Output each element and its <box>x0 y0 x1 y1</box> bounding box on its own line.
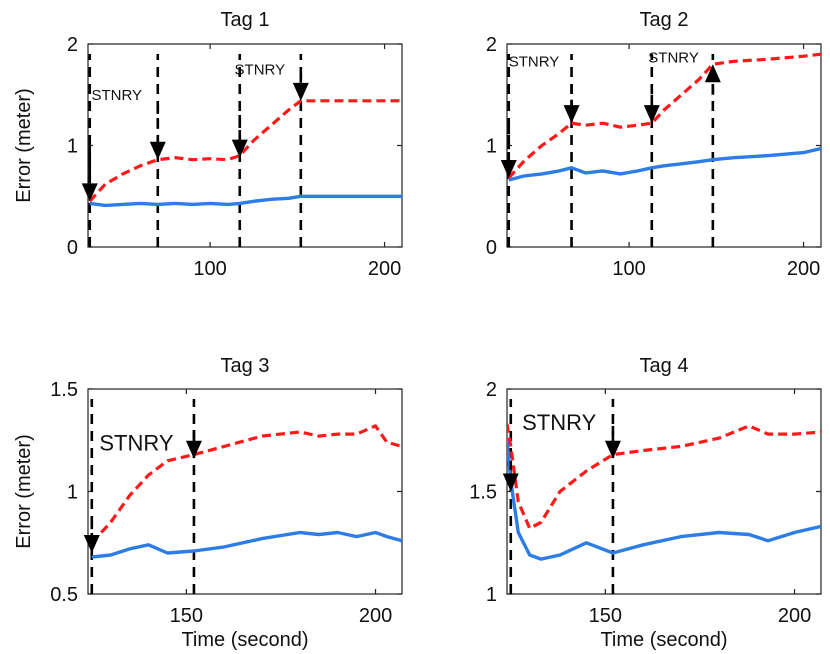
series-dashed-red <box>507 52 821 180</box>
y-tick-label: 1 <box>67 482 78 504</box>
arrow-head <box>185 440 202 459</box>
subplot-tag-4: 150 200 1 1.5 2 Tag 4 Time (second) STNRY <box>469 355 822 651</box>
x-axis-label: Time (second) <box>600 629 727 651</box>
stnry-annotation: STNRY <box>509 53 560 70</box>
y-tick-label: 1 <box>486 584 497 606</box>
arrow-head <box>643 105 660 124</box>
y-tick-label: 1.5 <box>50 379 78 401</box>
y-tick-label: 2 <box>486 379 497 401</box>
y-tick-label: 0 <box>67 237 78 259</box>
y-tick-label: 0 <box>486 237 497 259</box>
subplot-tag-1: 100 200 0 1 2 Tag 1 Error (meter) STNRY STNRY <box>13 9 403 280</box>
plot-frame <box>506 43 822 248</box>
y-tick-label: 1 <box>67 136 78 158</box>
subplot-title: Tag 2 <box>640 9 689 31</box>
arrow-head <box>500 159 517 178</box>
x-tick-label: 200 <box>359 605 392 627</box>
x-tick-label: 100 <box>612 258 645 280</box>
series-solid-blue <box>507 440 821 561</box>
y-tick-label: 2 <box>486 34 497 56</box>
subplot-title: Tag 3 <box>221 355 270 377</box>
series-solid-blue <box>89 194 402 208</box>
arrow-head <box>81 183 98 202</box>
series-dashed-red <box>88 99 402 203</box>
series-solid-blue <box>508 146 821 182</box>
subplot-tag-2: 100 200 0 1 2 Tag 2 STNRY STNRY <box>486 9 822 280</box>
stnry-annotation: STNRY <box>99 431 173 456</box>
y-axis-label: Error (meter) <box>13 88 35 202</box>
subplot-title: Tag 4 <box>640 355 689 377</box>
y-tick-label: 0.5 <box>50 584 78 606</box>
arrow-head <box>149 141 166 160</box>
series-solid-blue <box>91 530 402 559</box>
x-tick-label: 150 <box>589 605 622 627</box>
arrow-head <box>231 139 248 158</box>
subplot-tag-3: 150 200 0.5 1 1.5 Tag 3 Error (meter) Time (sec… <box>13 355 403 651</box>
y-axis-label: Error (meter) <box>13 434 35 548</box>
subplot-title: Tag 1 <box>221 9 270 31</box>
x-tick-label: 100 <box>193 258 226 280</box>
plot-frame <box>87 388 403 595</box>
x-tick-label: 150 <box>170 605 203 627</box>
x-axis-label: Time (second) <box>181 629 308 651</box>
stnry-annotation: STNRY <box>648 49 699 66</box>
stnry-annotation: STNRY <box>522 410 596 435</box>
x-tick-label: 200 <box>787 258 820 280</box>
x-tick-label: 200 <box>778 605 811 627</box>
arrow-head <box>83 535 100 553</box>
arrow-head <box>563 105 580 124</box>
y-tick-label: 1.5 <box>469 482 497 504</box>
arrow-head <box>604 440 621 459</box>
y-tick-label: 2 <box>67 34 78 56</box>
series-dashed-red <box>507 423 821 530</box>
stnry-annotation: STNRY <box>235 61 286 78</box>
arrow-head <box>704 64 721 83</box>
stnry-annotation: STNRY <box>91 87 142 104</box>
arrow-head <box>292 82 309 101</box>
y-tick-label: 1 <box>486 136 497 158</box>
arrow-head <box>502 473 519 492</box>
x-tick-label: 200 <box>368 258 401 280</box>
